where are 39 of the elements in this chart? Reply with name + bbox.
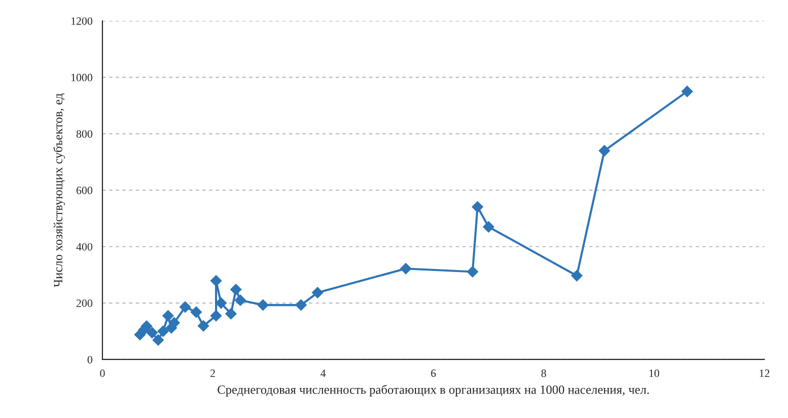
y-tick-label: 800 [76,130,92,138]
y-tick-label: 200 [76,300,92,308]
x-tick-label: 4 [320,370,326,377]
point [472,201,484,212]
point [190,306,202,318]
point [198,320,209,332]
x-tick-label: 12 [760,370,770,377]
point [312,287,324,298]
point [210,310,222,322]
point [180,301,191,313]
point [466,266,478,278]
x-tick-label: 8 [541,370,546,378]
point [598,145,610,156]
point [146,327,158,338]
point [210,275,222,286]
x-tick-label: 0 [100,370,105,378]
point [682,86,693,98]
y-axis-title: Число хозяйствующих субъектов, ед [53,93,65,288]
y-tick-label: 0 [88,356,92,364]
x-axis-title: Среднегодовая численность работающих в организациях на 1000 населения, чел. [218,384,649,396]
y-tick-label: 1000 [71,74,92,82]
point [482,221,494,232]
y-tick-label: 400 [76,243,92,251]
point [295,299,307,311]
x-tick-label: 6 [431,370,436,378]
point [158,326,169,337]
point [230,284,242,296]
point [168,317,180,328]
y-tick-label: 1200 [71,17,92,25]
point [162,310,174,322]
point [400,263,412,274]
x-tick-label: 2 [210,370,215,377]
x-tick-label: 10 [649,370,660,378]
point [152,334,164,346]
point [571,270,582,282]
y-tick-label: 600 [76,186,92,194]
point [257,299,269,311]
point [225,308,237,320]
point [234,294,246,306]
